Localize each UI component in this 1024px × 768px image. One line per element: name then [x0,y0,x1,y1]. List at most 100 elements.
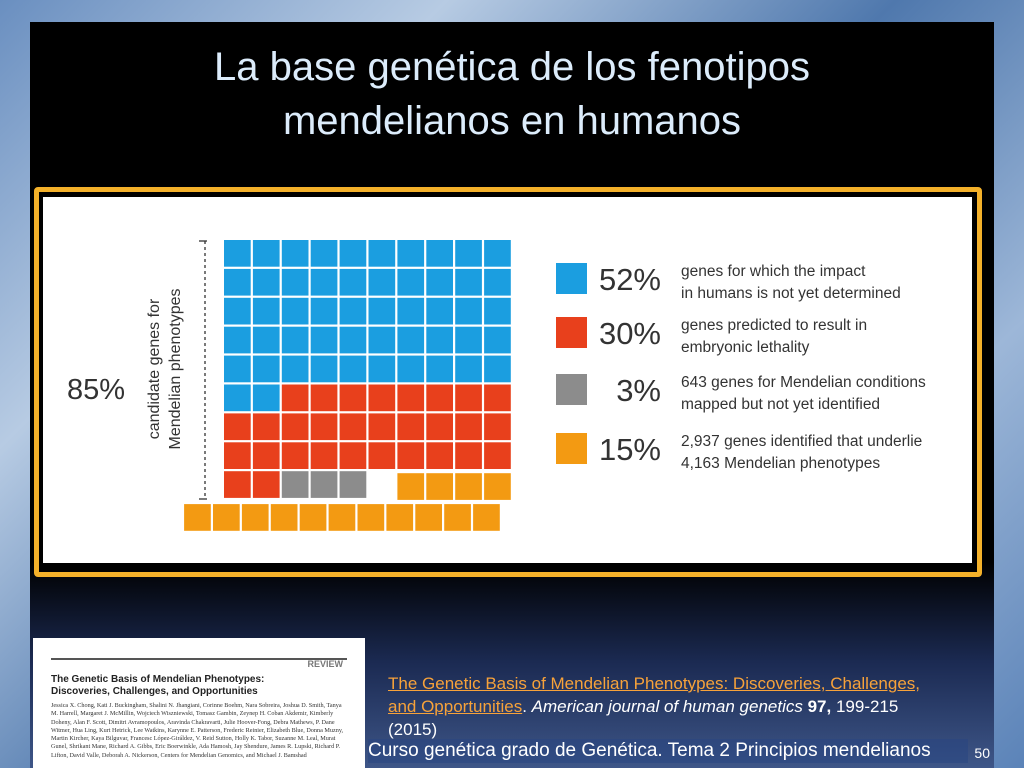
waffle-cell-64 [310,413,338,441]
waffle-cell-22 [252,297,280,325]
waffle-cell-98 [415,504,442,531]
legend-desc-3-line-2: mapped but not yet identified [681,396,880,413]
legend-swatch-3 [556,374,587,405]
legend-desc-4-line-1: 2,937 genes identified that underlie [681,433,922,450]
waffle-cell-83 [281,471,309,498]
waffle-cell-80 [484,442,511,469]
waffle-chart: 85% candidate genes for Mendelian phenot… [67,240,926,531]
waffle-cell-41 [224,355,251,383]
chart-legend: 52% genes for which the impact in humans i… [556,262,926,472]
legend-desc-2-line-2: embryonic lethality [681,339,810,356]
waffle-cells [184,240,511,531]
waffle-cell-53 [281,384,309,412]
citation-link[interactable]: The Genetic Basis of Mendelian Phenotype… [388,674,921,716]
citation: The Genetic Basis of Mendelian Phenotype… [388,672,928,741]
legend-swatch-4 [556,433,587,464]
waffle-cell-26 [368,297,396,325]
waffle-cell-65 [339,413,367,441]
waffle-cell-75 [339,442,367,469]
waffle-cell-19 [455,268,482,296]
citation-volume: 97, [807,697,832,716]
waffle-cell-29 [455,297,482,325]
waffle-cell-100 [473,504,500,531]
waffle-cell-24 [310,297,338,325]
waffle-cell-11 [224,268,251,296]
waffle-cell-40 [484,326,511,354]
waffle-cell-34 [310,326,338,354]
waffle-cell-18 [426,268,453,296]
title-line-1: La base genética de los fenotipos [214,45,810,89]
waffle-cell-33 [281,326,309,354]
waffle-cell-71 [224,442,251,469]
legend-desc-1-line-2: in humans is not yet determined [681,285,901,302]
waffle-cell-16 [368,268,396,296]
waffle-cell-32 [252,326,280,354]
legend-desc-4-line-2: 4,163 Mendelian phenotypes [681,455,880,472]
bracket-axis-label-2: Mendelian phenotypes [167,288,184,449]
waffle-cell-30 [484,297,511,325]
paper-title-line-1: The Genetic Basis of Mendelian Phenotype… [51,674,265,685]
waffle-cell-66 [368,413,396,441]
waffle-cell-96 [357,504,385,531]
waffle-cell-39 [455,326,482,354]
legend-desc-3-line-1: 643 genes for Mendelian conditions [681,374,926,391]
waffle-cell-57 [397,384,425,412]
waffle-cell-35 [339,326,367,354]
waffle-cell-43 [281,355,309,383]
legend-swatch-2 [556,317,587,348]
waffle-cell-14 [310,268,338,296]
paper-review-label: REVIEW [307,659,343,669]
waffle-cell-74 [310,442,338,469]
waffle-cell-55 [339,384,367,412]
paper-title-line-2: Discoveries, Challenges, and Opportuniti… [51,686,258,697]
legend-desc-1-line-1: genes for which the impact [681,263,866,280]
waffle-cell-94 [299,504,327,531]
waffle-cell-28 [426,297,453,325]
paper-authors: Jessica X. Chong, Kati J. Buckingham, Sh… [51,702,344,759]
waffle-cell-91 [213,504,240,531]
bracket-percent-label: 85% [67,374,125,406]
waffle-cell-46 [368,355,396,383]
waffle-cell-5 [339,240,367,267]
waffle-cell-59 [455,384,482,412]
waffle-cell-76 [368,442,396,469]
waffle-cell-99 [444,504,471,531]
waffle-cell-54 [310,384,338,412]
bracket-axis-label-1: candidate genes for [146,298,163,439]
waffle-cell-81 [224,471,251,498]
waffle-cell-42 [252,355,280,383]
waffle-cell-36 [368,326,396,354]
waffle-cell-63 [281,413,309,441]
waffle-cell-68 [426,413,453,441]
citation-period: . [522,697,532,716]
waffle-cell-27 [397,297,425,325]
waffle-cell-79 [455,442,482,469]
legend-percent-4: 15% [599,432,661,467]
paper-title: The Genetic Basis of Mendelian Phenotype… [51,674,347,698]
legend-percent-1: 52% [599,262,661,297]
slide-footer: Curso genética grado de Genética. Tema 2… [368,739,968,763]
slide-title: La base genética de los fenotipos mendel… [30,40,994,148]
waffle-cell-77 [397,442,425,469]
waffle-cell-25 [339,297,367,325]
waffle-cell-73 [281,442,309,469]
waffle-chart-panel: 85% candidate genes for Mendelian phenot… [43,197,972,563]
waffle-cell-23 [281,297,309,325]
title-line-2: mendelianos en humanos [282,99,742,143]
waffle-cell-12 [252,268,280,296]
waffle-cell-6 [368,240,396,267]
waffle-cell-97 [386,504,414,531]
waffle-cell-10 [484,240,511,267]
waffle-cell-69 [455,413,482,441]
waffle-cell-48 [426,355,453,383]
waffle-cell-37 [397,326,425,354]
waffle-cell-72 [252,442,280,469]
legend-desc-2-line-1: genes predicted to result in [681,317,867,334]
waffle-cell-60 [484,384,511,412]
paper-thumbnail[interactable]: REVIEW The Genetic Basis of Mendelian Ph… [33,638,365,768]
waffle-cell-9 [455,240,482,267]
page-number: 50 [974,745,990,761]
waffle-cell-45 [339,355,367,383]
citation-pages-year: 199-215 (2015) [388,697,899,739]
legend-swatch-1 [556,263,587,294]
